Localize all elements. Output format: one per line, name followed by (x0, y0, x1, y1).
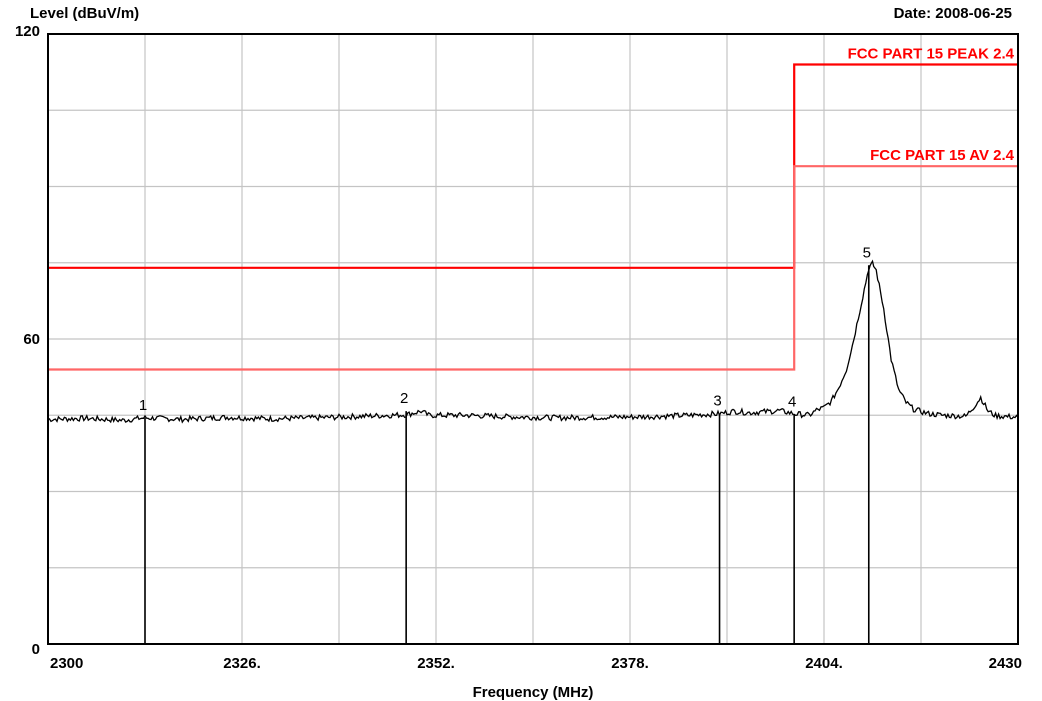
limit-lines: FCC PART 15 PEAK 2.4 FCC PART 15 AV 2.4 (48, 46, 1018, 371)
marker-label: 2 (400, 390, 408, 407)
x-tick-label: 2352. (417, 655, 455, 672)
x-tick-label: 2404. (805, 655, 843, 672)
x-tick-label: 2300 (50, 655, 83, 672)
x-axis-label: Frequency (MHz) (473, 684, 594, 701)
x-tick-label: 2430 (989, 655, 1022, 672)
marker-label: 5 (863, 244, 871, 261)
y-axis-label: Level (dBuV/m) (30, 5, 139, 22)
series-trace-1 (47, 259, 1019, 424)
trace (47, 259, 1019, 424)
x-tick-label: 2378. (611, 655, 649, 672)
grid (48, 34, 1018, 644)
y-tick-label: 120 (15, 23, 40, 40)
marker-label: 3 (713, 393, 721, 410)
limit-line-label: FCC PART 15 AV 2.4 (870, 147, 1015, 164)
marker-label: 1 (139, 397, 147, 414)
y-tick-label: 0 (32, 641, 40, 658)
plot-frame (47, 33, 1019, 645)
x-tick-label: 2326. (223, 655, 261, 672)
marker-label: 4 (788, 394, 796, 411)
markers: 1 2 3 4 5 (139, 244, 871, 644)
tick-labels: 2300 2326. 2352. 2378. 2404. 2430 0 60 120 (15, 23, 1022, 672)
chart-date: Date: 2008-06-25 (894, 5, 1012, 22)
y-tick-label: 60 (23, 331, 40, 348)
limit-line-2 (48, 165, 1018, 371)
limit-line-label: FCC PART 15 PEAK 2.4 (848, 46, 1015, 63)
